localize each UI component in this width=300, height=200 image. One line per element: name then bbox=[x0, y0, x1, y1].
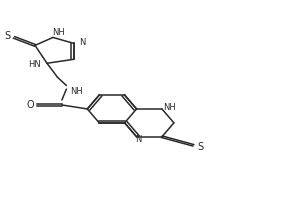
Text: N: N bbox=[79, 38, 85, 47]
Text: NH: NH bbox=[163, 103, 176, 112]
Text: HN: HN bbox=[28, 60, 40, 69]
Text: S: S bbox=[4, 31, 10, 41]
Text: N: N bbox=[135, 135, 141, 144]
Text: O: O bbox=[26, 100, 34, 110]
Text: S: S bbox=[197, 142, 203, 152]
Text: NH: NH bbox=[52, 28, 64, 37]
Text: NH: NH bbox=[70, 87, 83, 96]
